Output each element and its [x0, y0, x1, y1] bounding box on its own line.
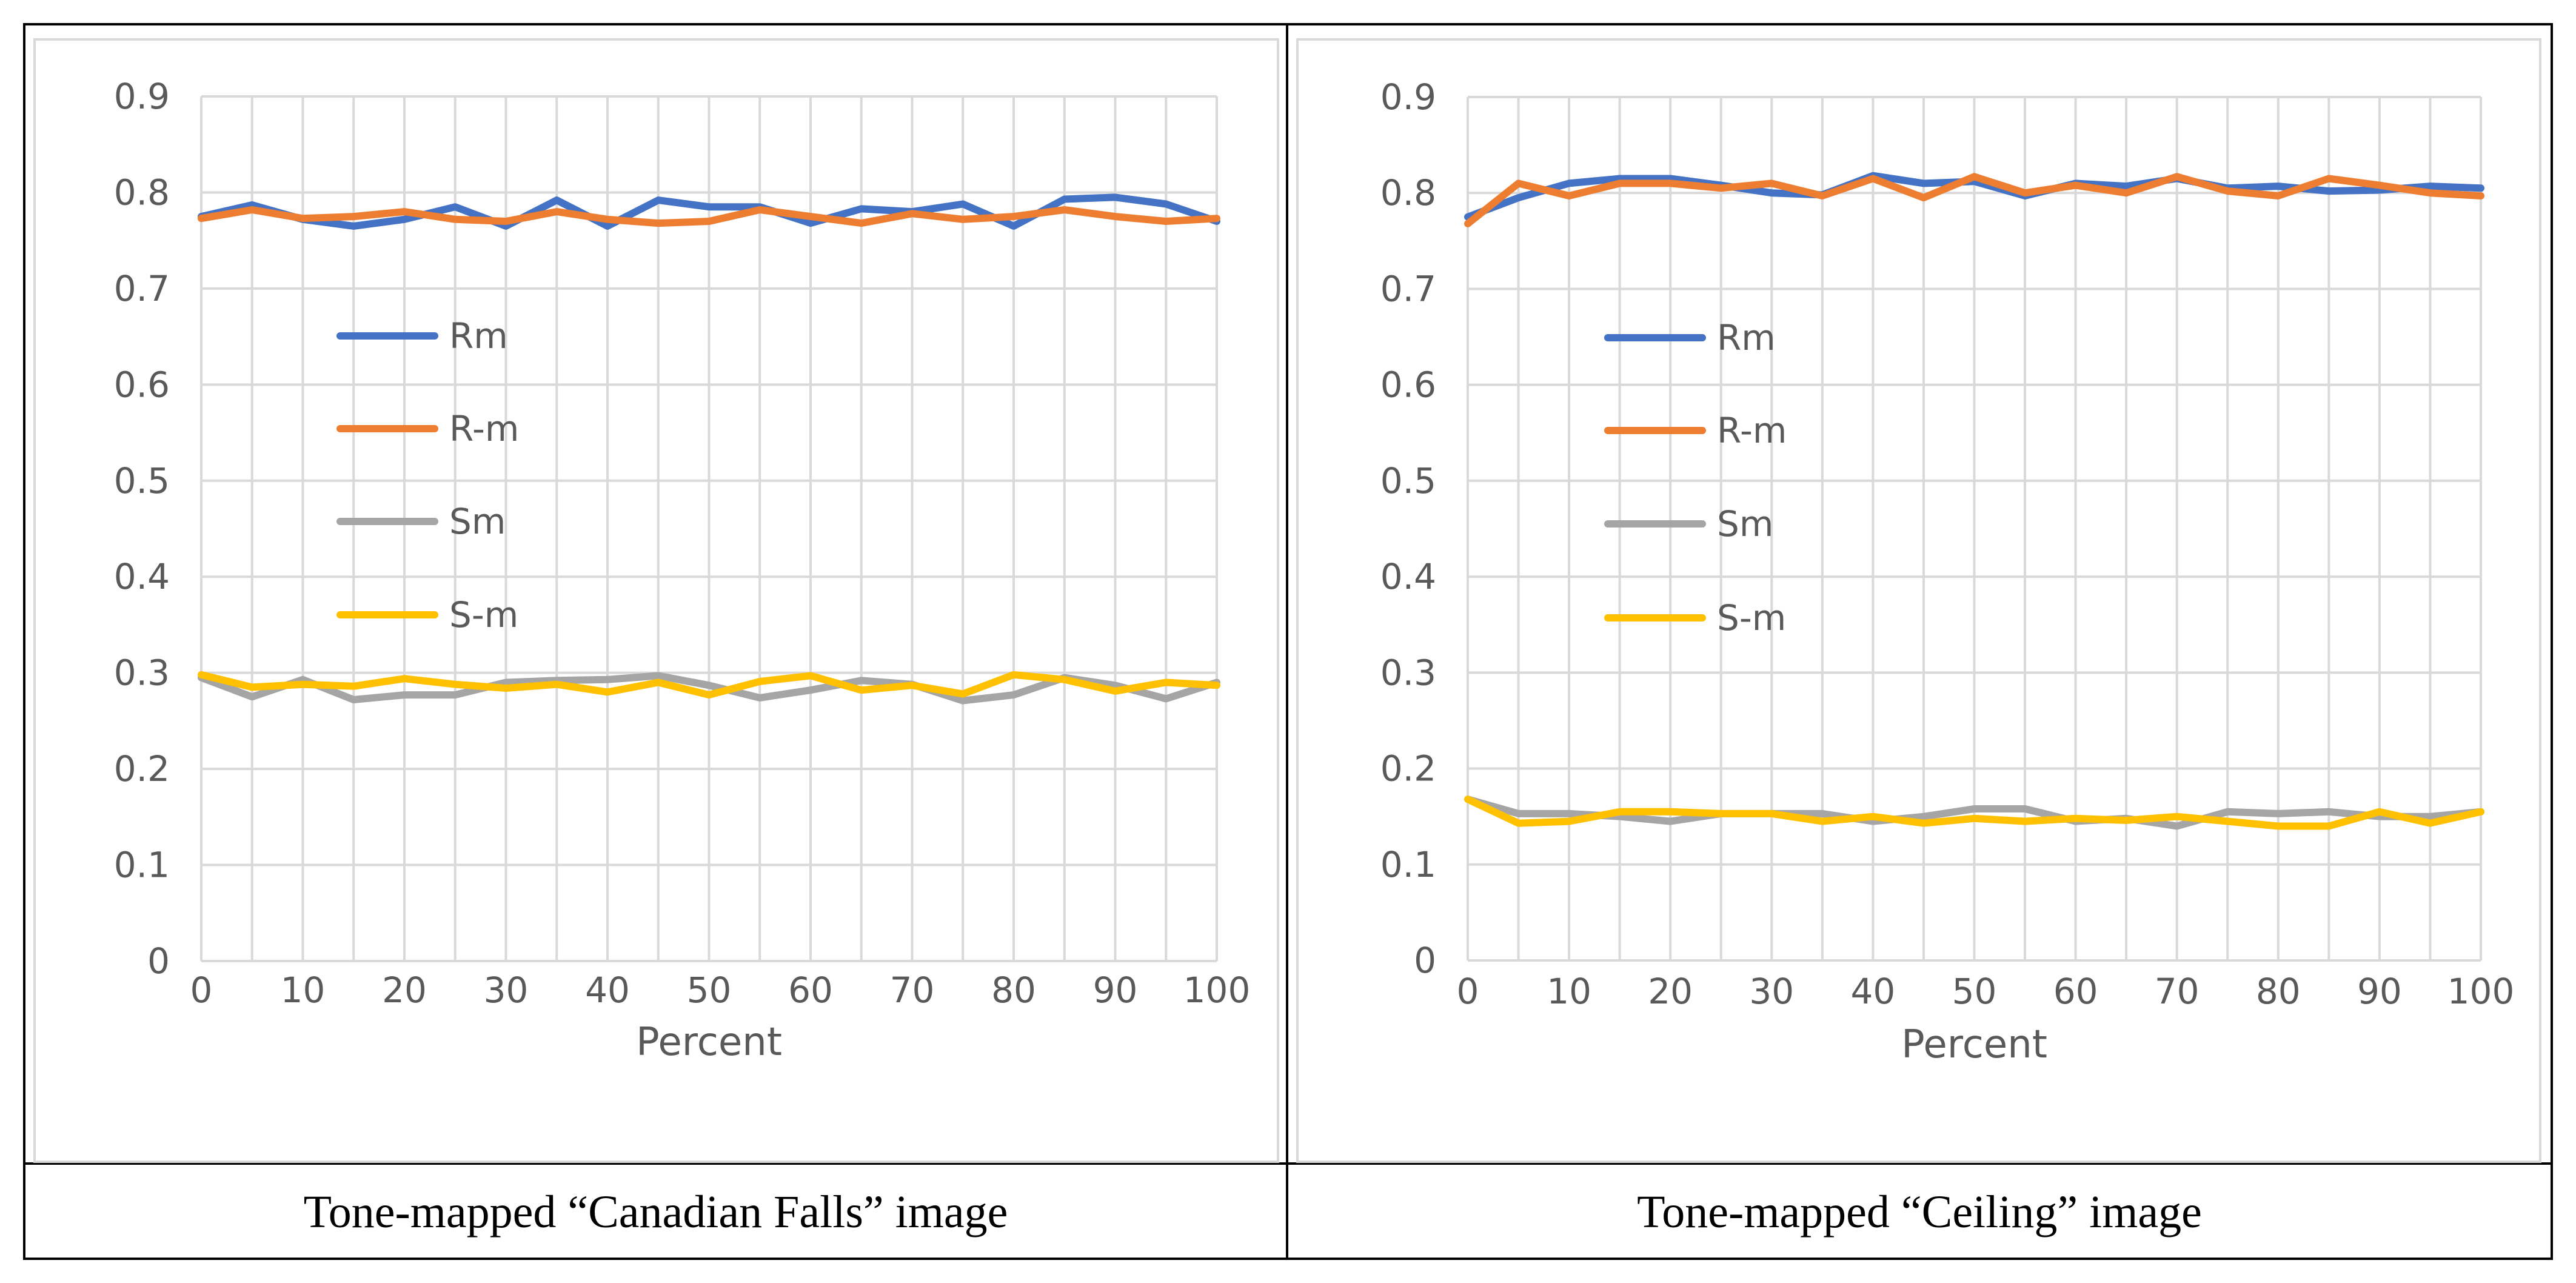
y-tick-label: 0	[1414, 940, 1436, 981]
x-tick-label: 80	[2256, 971, 2301, 1012]
legend-label-r-m: R-m	[1717, 410, 1787, 451]
y-tick-label: 0.7	[1380, 268, 1436, 309]
y-tick-label: 0.7	[114, 268, 170, 309]
x-tick-label: 80	[991, 970, 1036, 1011]
chart-panel-canadian-falls: 0 0.1 0.2 0.3 0.4 0.5 0.6 0.7 0.8 0.9 0 10 20 30 40 50 6…	[33, 38, 1279, 1163]
series-line-r-m	[198, 206, 1220, 227]
y-tick-label: 0.9	[1380, 76, 1436, 118]
series-line-rm	[1464, 172, 2484, 221]
series-line-sm	[198, 672, 1220, 705]
legend-label-r-m: R-m	[449, 408, 519, 449]
x-tick-label: 70	[2155, 971, 2200, 1012]
y-tick-label: 0.3	[1380, 652, 1436, 693]
y-tick-label: 0.4	[114, 556, 170, 597]
y-tick-label: 0.9	[114, 76, 170, 117]
y-tick-label: 0.2	[1380, 748, 1436, 789]
y-tick-label: 0	[147, 940, 170, 982]
series-line-s-m	[198, 671, 1220, 699]
y-tick-label: 0.8	[1380, 172, 1436, 213]
series-line-s-m	[1464, 796, 2484, 830]
caption-canadian-falls: Tone-mapped “Canadian Falls” image	[303, 1187, 1008, 1238]
gridlines	[1467, 96, 2482, 962]
line-chart-ceiling: 0 0.1 0.2 0.3 0.4 0.5 0.6 0.7 0.8 0.9 0 10 20 30 40 50 6…	[1380, 76, 2515, 1067]
panel-divider-vertical	[1286, 23, 1288, 1260]
x-tick-label: 50	[1952, 971, 1997, 1012]
x-tick-label: 40	[585, 970, 630, 1011]
y-tick-label: 0.1	[114, 845, 170, 886]
series-line-r-m	[1464, 173, 2484, 227]
y-tick-label: 0.6	[1380, 364, 1436, 406]
y-tick-label: 0.5	[114, 460, 170, 501]
y-tick-label: 0.1	[1380, 844, 1436, 885]
legend-label-sm: Sm	[449, 501, 506, 542]
x-tick-label: 20	[1648, 971, 1693, 1012]
y-tick-label: 0.4	[1380, 556, 1436, 597]
y-tick-label: 0.5	[1380, 460, 1436, 501]
y-tick-label: 0.2	[114, 748, 170, 789]
x-tick-label: 30	[484, 970, 529, 1011]
chart-panel-ceiling: 0 0.1 0.2 0.3 0.4 0.5 0.6 0.7 0.8 0.9 0 10 20 30 40 50 6…	[1296, 38, 2541, 1163]
x-tick-label: 0	[190, 970, 213, 1011]
x-axis-label: Percent	[636, 1020, 782, 1065]
x-tick-label: 50	[687, 970, 732, 1011]
caption-divider	[23, 1162, 2553, 1165]
x-tick-label: 60	[2053, 971, 2098, 1012]
legend-label-s-m: S-m	[1717, 597, 1786, 638]
y-tick-label: 0.6	[114, 364, 170, 405]
series-line-sm	[1464, 796, 2484, 830]
x-axis-label: Percent	[1901, 1022, 2047, 1067]
legend-label-rm: Rm	[1717, 317, 1776, 358]
x-tick-label: 10	[1547, 971, 1591, 1012]
series-line-rm	[198, 193, 1220, 230]
x-tick-label: 0	[1457, 971, 1479, 1012]
line-chart-canadian-falls: 0 0.1 0.2 0.3 0.4 0.5 0.6 0.7 0.8 0.9 0 10 20 30 40 50 6…	[114, 76, 1251, 1065]
x-tick-label: 100	[1183, 970, 1251, 1011]
x-tick-label: 90	[1093, 970, 1138, 1011]
y-tick-label: 0.8	[114, 172, 170, 213]
legend-label-sm: Sm	[1717, 503, 1773, 544]
x-tick-label: 100	[2447, 971, 2515, 1012]
x-tick-label: 60	[788, 970, 833, 1011]
caption-ceiling: Tone-mapped “Ceiling” image	[1637, 1187, 2202, 1238]
legend-label-rm: Rm	[449, 315, 508, 357]
legend-label-s-m: S-m	[449, 594, 518, 635]
y-tick-label: 0.3	[114, 652, 170, 694]
x-tick-label: 90	[2357, 971, 2402, 1012]
x-tick-label: 20	[382, 970, 427, 1011]
x-tick-label: 70	[890, 970, 935, 1011]
x-tick-label: 30	[1749, 971, 1794, 1012]
gridlines	[200, 95, 1218, 962]
x-tick-label: 40	[1850, 971, 1895, 1012]
legend: Rm R-m Sm S-m	[1604, 317, 1787, 638]
x-tick-label: 10	[281, 970, 326, 1011]
legend: Rm R-m Sm S-m	[336, 315, 519, 635]
